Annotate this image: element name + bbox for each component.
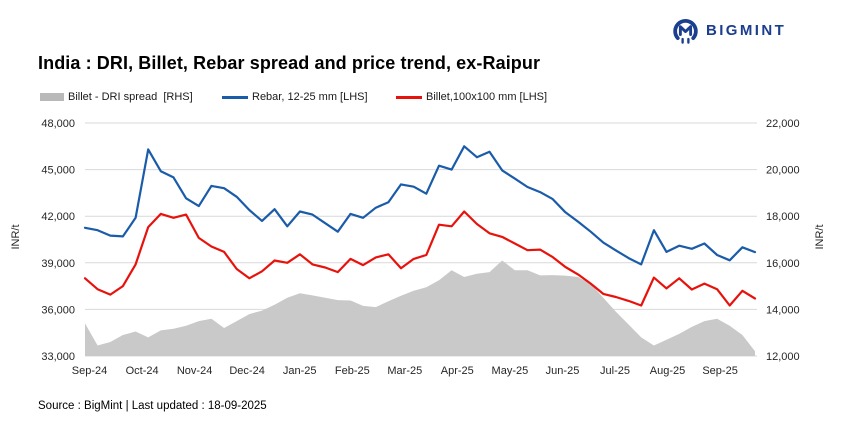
x-axis-tick: Jul-25 bbox=[600, 365, 630, 377]
y-axis-tick-left: 48,000 bbox=[41, 118, 75, 130]
legend-label: Billet - DRI spread [RHS] bbox=[68, 91, 193, 103]
x-axis-tick: Sep-25 bbox=[702, 365, 737, 377]
x-axis-tick: Sep-24 bbox=[72, 365, 107, 377]
x-axis-tick: Oct-24 bbox=[126, 365, 159, 377]
legend-item-billet: Billet,100x100 mm [LHS] bbox=[396, 90, 547, 104]
billet-legend-swatch bbox=[396, 95, 422, 99]
spread-area bbox=[85, 260, 755, 356]
chart-svg: 48,000 22,000 45,000 20,000 42,000 18,000 39,0… bbox=[41, 118, 800, 377]
x-axis-tick: Jun-25 bbox=[546, 365, 580, 377]
x-axis-tick: Nov-24 bbox=[177, 365, 212, 377]
x-axis-tick: Feb-25 bbox=[335, 365, 370, 377]
rebar-legend-swatch bbox=[222, 95, 248, 99]
y-axis-tick-right: 16,000 bbox=[766, 258, 800, 270]
y-axis-tick-left: 33,000 bbox=[41, 351, 75, 363]
y-axis-tick-right: 20,000 bbox=[766, 165, 800, 177]
bigmint-logo-text: BIGMINT bbox=[706, 21, 787, 39]
billet-line bbox=[83, 210, 757, 307]
x-axis-tick: Jan-25 bbox=[283, 365, 317, 377]
y-axis-tick-right: 22,000 bbox=[766, 118, 800, 130]
y-axis-tick-right: 18,000 bbox=[766, 211, 800, 223]
bigmint-logo: BIGMINT bbox=[672, 15, 786, 45]
bigmint-logo-icon bbox=[673, 19, 698, 44]
y-axis-tick-right: 12,000 bbox=[766, 351, 800, 363]
y-axis-tick-left: 39,000 bbox=[41, 258, 75, 270]
spread-legend-swatch bbox=[40, 93, 64, 101]
chart-title: India : DRI, Billet, Rebar spread and pr… bbox=[38, 53, 541, 73]
y-axis-tick-left: 42,000 bbox=[41, 211, 75, 223]
y-axis-tick-right: 14,000 bbox=[766, 304, 800, 316]
legend-item-rebar: Rebar, 12-25 mm [LHS] bbox=[222, 90, 368, 104]
y-axis-tick-left: 45,000 bbox=[41, 165, 75, 177]
x-axis-tick: Dec-24 bbox=[229, 365, 264, 377]
x-axis-tick: Aug-25 bbox=[650, 365, 685, 377]
x-axis-tick: Apr-25 bbox=[441, 365, 474, 377]
y-axis-tick-left: 36,000 bbox=[41, 304, 75, 316]
x-axis-tick: Mar-25 bbox=[387, 365, 422, 377]
legend-item-spread: Billet - DRI spread [RHS] bbox=[40, 90, 193, 104]
legend-label: Billet,100x100 mm [LHS] bbox=[426, 91, 548, 103]
legend-label: Rebar, 12-25 mm [LHS] bbox=[252, 91, 368, 103]
source-note: Source : BigMint | Last updated : 18-09-… bbox=[38, 400, 267, 412]
x-axis-tick: May-25 bbox=[492, 365, 529, 377]
rebar-line bbox=[83, 145, 757, 266]
